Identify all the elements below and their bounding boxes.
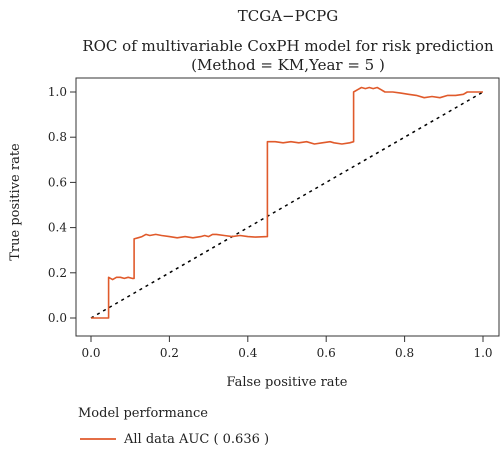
dataset-label: TCGA−PCPG <box>238 7 339 25</box>
legend: Model performance All data AUC ( 0.636 ) <box>78 406 269 447</box>
plot-frame <box>75 77 500 337</box>
chart-subtitle: (Method = KM,Year = 5 ) <box>191 56 385 74</box>
y-axis-ticks: 0.0 0.2 0.4 0.6 0.8 1.0 <box>48 85 76 325</box>
y-axis-label: True positive rate <box>8 143 23 261</box>
y-tick-label: 0.6 <box>48 175 67 189</box>
x-tick-label: 0.4 <box>238 346 257 360</box>
legend-entry: All data AUC ( 0.636 ) <box>123 432 269 447</box>
x-tick-label: 0.2 <box>160 346 179 360</box>
x-axis-ticks: 0.0 0.2 0.4 0.6 0.8 1.0 <box>81 336 493 360</box>
x-tick-label: 0.8 <box>395 346 414 360</box>
y-tick-label: 0.2 <box>48 266 67 280</box>
legend-title: Model performance <box>78 406 208 421</box>
y-tick-label: 0.0 <box>48 311 67 325</box>
y-tick-label: 1.0 <box>48 85 67 99</box>
x-axis-label: False positive rate <box>227 375 348 390</box>
chart-title: ROC of multivariable CoxPH model for ris… <box>82 37 494 55</box>
y-tick-label: 0.8 <box>48 130 67 144</box>
x-tick-label: 1.0 <box>473 346 492 360</box>
x-tick-label: 0.6 <box>317 346 336 360</box>
reference-diagonal <box>90 91 484 319</box>
x-tick-label: 0.0 <box>81 346 100 360</box>
roc-curve-all-data <box>91 86 483 319</box>
y-tick-label: 0.4 <box>48 221 67 235</box>
